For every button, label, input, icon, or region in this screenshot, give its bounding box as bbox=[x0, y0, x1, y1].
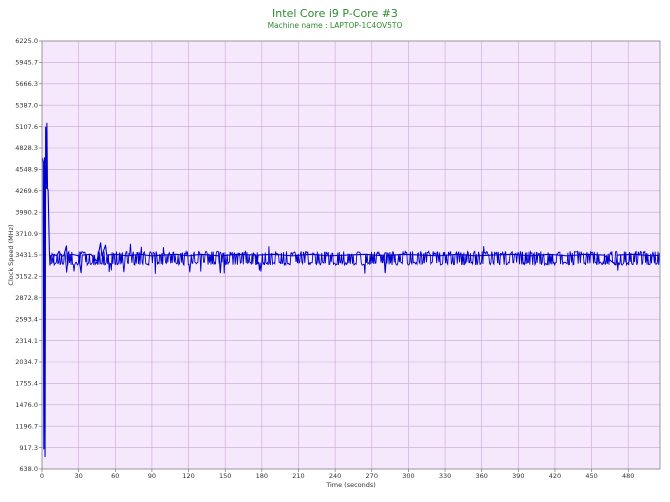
y-tick-label: 3431.5 bbox=[15, 251, 38, 259]
y-tick-label: 6225.0 bbox=[15, 37, 38, 45]
x-tick-label: 420 bbox=[549, 472, 561, 480]
series-jitter bbox=[50, 243, 660, 274]
x-tick-label: 90 bbox=[148, 472, 156, 480]
y-tick-label: 5107.6 bbox=[15, 123, 38, 131]
x-tick-label: 300 bbox=[402, 472, 414, 480]
series-layer bbox=[41, 122, 661, 458]
y-tick-label: 4269.6 bbox=[15, 187, 38, 195]
chart-subtitle: Machine name : LAPTOP-1C4OV5TO bbox=[267, 21, 403, 30]
y-tick-label: 2872.8 bbox=[15, 294, 38, 302]
y-tick-label: 3152.2 bbox=[15, 273, 38, 281]
x-tick-label: 120 bbox=[182, 472, 194, 480]
y-tick-label: 2593.4 bbox=[15, 315, 38, 323]
x-tick-label: 330 bbox=[439, 472, 451, 480]
x-tick-label: 390 bbox=[512, 472, 524, 480]
x-tick-label: 450 bbox=[585, 472, 597, 480]
y-tick-label: 5387.0 bbox=[15, 101, 38, 109]
x-tick-label: 240 bbox=[329, 472, 341, 480]
x-tick-label: 210 bbox=[292, 472, 304, 480]
x-tick-label: 360 bbox=[475, 472, 487, 480]
x-tick-label: 0 bbox=[40, 472, 44, 480]
y-tick-label: 4828.3 bbox=[15, 144, 38, 152]
x-tick-label: 270 bbox=[366, 472, 378, 480]
x-tick-label: 30 bbox=[74, 472, 82, 480]
y-tick-label: 1196.7 bbox=[15, 422, 38, 430]
y-tick-label: 1755.4 bbox=[15, 380, 38, 388]
y-tick-label: 3710.9 bbox=[15, 230, 38, 238]
y-axis-ticks: 638.0 917.3 1196.7 1476.0 1755.4 2034.7 2314.1… bbox=[15, 37, 42, 473]
y-tick-label: 2034.7 bbox=[15, 358, 38, 366]
y-tick-label: 1476.0 bbox=[15, 401, 38, 409]
x-axis-label: Time (seconds) bbox=[325, 481, 376, 489]
x-tick-label: 180 bbox=[256, 472, 268, 480]
y-tick-label: 638.0 bbox=[19, 465, 38, 473]
y-tick-label: 5666.3 bbox=[15, 80, 38, 88]
y-tick-label: 2314.1 bbox=[15, 337, 38, 345]
y-tick-label: 5945.7 bbox=[15, 59, 38, 67]
y-tick-label: 4548.9 bbox=[15, 166, 38, 174]
y-tick-label: 3990.2 bbox=[15, 208, 38, 216]
y-tick-label: 917.3 bbox=[19, 444, 38, 452]
chart-title: Intel Core i9 P-Core #3 bbox=[272, 7, 398, 20]
x-tick-label: 480 bbox=[622, 472, 634, 480]
x-tick-label: 60 bbox=[111, 472, 119, 480]
x-axis-ticks: 0 30 60 90 120 150 180 210 240 270 300 330 360 390 420… bbox=[40, 469, 634, 480]
y-axis-label: Clock Speed (MHz) bbox=[7, 224, 15, 285]
x-tick-label: 150 bbox=[219, 472, 231, 480]
